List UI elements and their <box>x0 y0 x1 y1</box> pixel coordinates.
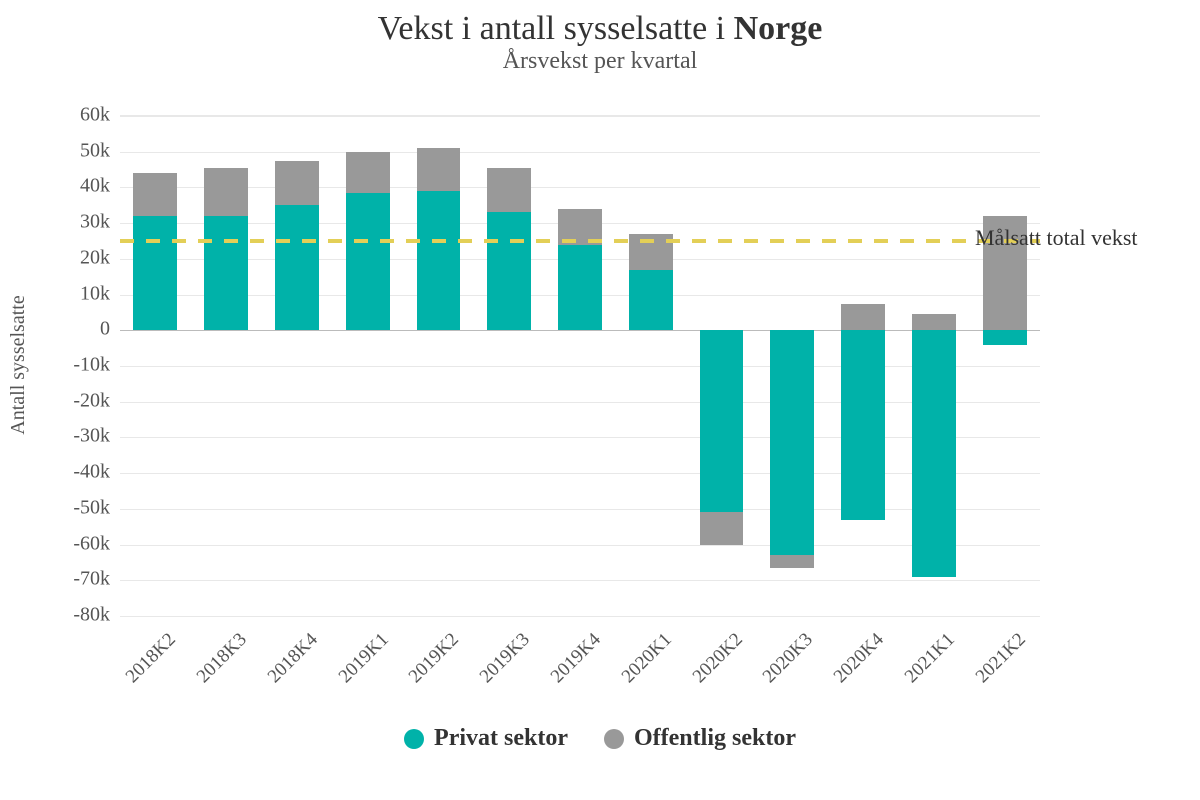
chart-subtitle: Årsvekst per kvartal <box>0 48 1200 75</box>
bar-segment <box>558 245 602 331</box>
x-tick: 2019K4 <box>526 629 605 708</box>
bar-segment <box>417 191 461 330</box>
x-tick: 2020K2 <box>668 629 747 708</box>
y-tick: 10k <box>50 282 110 305</box>
y-tick: -80k <box>50 604 110 627</box>
legend-swatch <box>404 729 424 749</box>
x-tick: 2020K1 <box>597 629 676 708</box>
gridline <box>120 366 1040 367</box>
y-axis-label: Antall sysselsatte <box>7 295 30 434</box>
bar-segment <box>487 212 531 330</box>
gridline <box>120 616 1040 617</box>
x-tick: 2020K3 <box>739 629 818 708</box>
bar-segment <box>700 512 744 544</box>
y-tick: -60k <box>50 532 110 555</box>
bar-segment <box>346 152 390 193</box>
gridline <box>120 437 1040 438</box>
legend-label: Privat sektor <box>434 725 568 752</box>
gridline <box>120 545 1040 546</box>
target-line-label: Målsatt total vekst <box>975 225 1138 251</box>
bar-segment <box>700 330 744 512</box>
bar-segment <box>204 168 248 216</box>
x-tick: 2021K1 <box>880 629 959 708</box>
bar-segment <box>841 330 885 519</box>
bar-segment <box>487 168 531 213</box>
bar-segment <box>912 314 956 330</box>
bar-segment <box>770 330 814 555</box>
gridline <box>120 402 1040 403</box>
legend-swatch <box>604 729 624 749</box>
gridline <box>120 509 1040 510</box>
x-tick: 2021K2 <box>951 629 1030 708</box>
y-tick: -10k <box>50 354 110 377</box>
y-tick: -40k <box>50 461 110 484</box>
bar-segment <box>275 205 319 330</box>
x-tick: 2019K2 <box>385 629 464 708</box>
y-tick: 50k <box>50 139 110 162</box>
legend-item: Privat sektor <box>404 725 568 752</box>
x-tick: 2019K1 <box>314 629 393 708</box>
y-tick: 40k <box>50 175 110 198</box>
gridline <box>120 187 1040 188</box>
y-tick: 0 <box>50 318 110 341</box>
chart-title-prefix: Vekst i antall sysselsatte i <box>378 10 734 47</box>
bar-segment <box>346 193 390 331</box>
bar-segment <box>417 148 461 191</box>
y-tick: -50k <box>50 496 110 519</box>
bar-segment <box>770 555 814 568</box>
legend: Privat sektor Offentlig sektor <box>0 725 1200 756</box>
gridline <box>120 580 1040 581</box>
x-tick: 2018K4 <box>243 629 322 708</box>
y-tick: 20k <box>50 246 110 269</box>
bar-segment <box>133 173 177 216</box>
chart-title-bold: Norge <box>734 10 823 47</box>
bar-segment <box>629 270 673 331</box>
gridline <box>120 473 1040 474</box>
legend-label: Offentlig sektor <box>634 725 796 752</box>
y-tick: 30k <box>50 211 110 234</box>
bar-segment <box>275 161 319 206</box>
gridline <box>120 152 1040 153</box>
x-tick: 2020K4 <box>809 629 888 708</box>
gridline <box>120 116 1040 117</box>
bar-segment <box>133 216 177 330</box>
bar-segment <box>841 304 885 331</box>
x-tick: 2018K3 <box>173 629 252 708</box>
bar-segment <box>912 330 956 576</box>
target-line <box>120 239 1040 243</box>
y-tick: 60k <box>50 104 110 127</box>
x-tick: 2018K2 <box>102 629 181 708</box>
plot-area <box>120 115 1040 616</box>
y-tick: -20k <box>50 389 110 412</box>
bar-segment <box>983 330 1027 344</box>
employment-growth-chart: Vekst i antall sysselsatte i Norge Årsve… <box>0 0 1200 800</box>
y-tick: -30k <box>50 425 110 448</box>
y-tick: -70k <box>50 568 110 591</box>
legend-item: Offentlig sektor <box>604 725 796 752</box>
chart-title: Vekst i antall sysselsatte i Norge <box>0 0 1200 48</box>
bar-segment <box>204 216 248 330</box>
x-tick: 2019K3 <box>456 629 535 708</box>
gridline <box>120 330 1040 331</box>
